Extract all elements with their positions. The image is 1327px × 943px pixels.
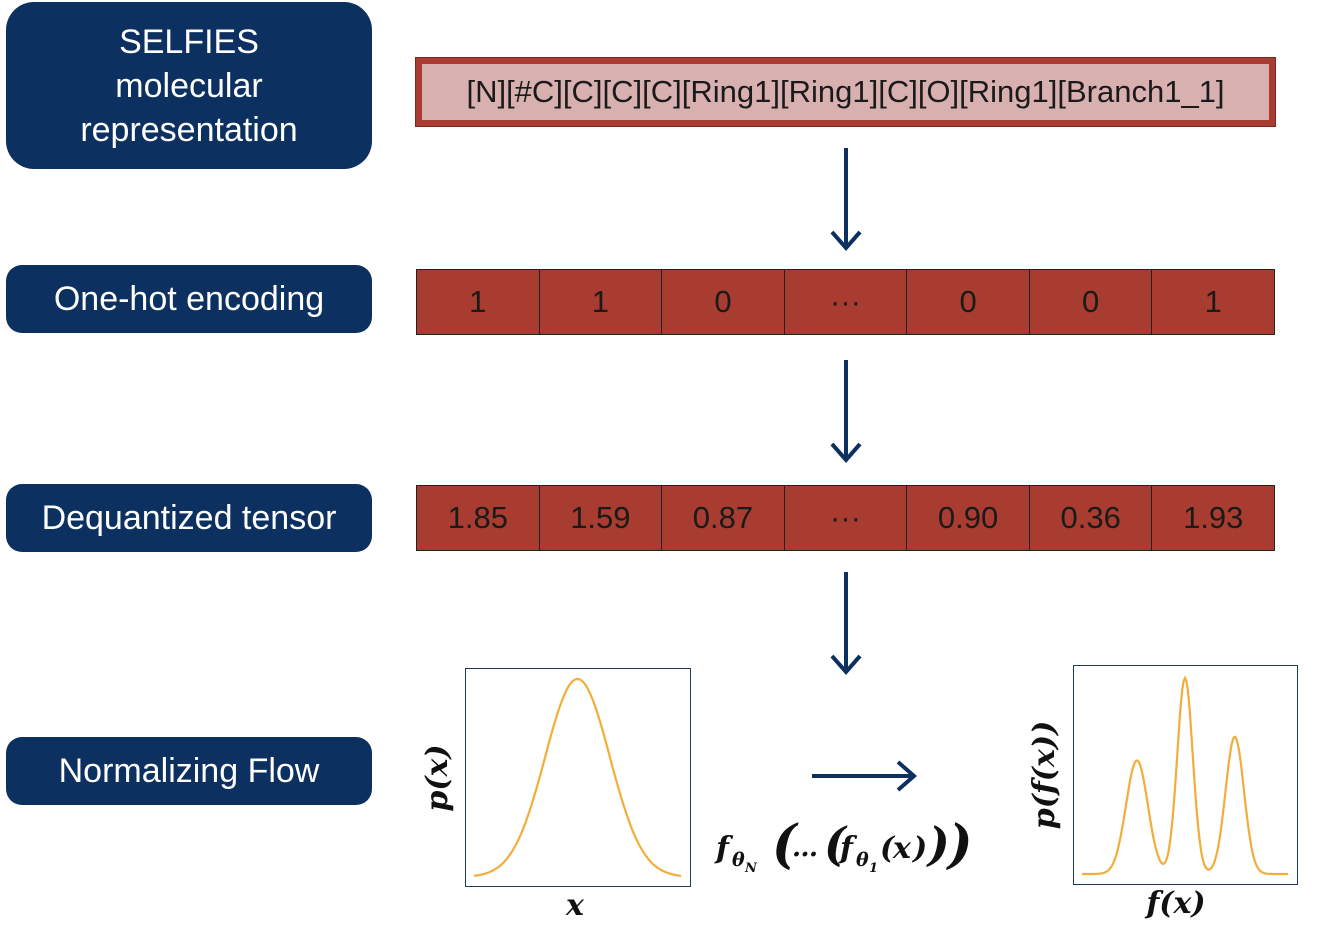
dequantized-cell: 0.87 (662, 486, 785, 550)
onehot-cell: ··· (785, 270, 908, 334)
selfies-label-line-3: representation (80, 110, 298, 149)
dequantized-row: 1.85 1.59 0.87 ··· 0.90 0.36 1.93 (416, 485, 1275, 551)
svg-text:f: f (838, 831, 858, 866)
svg-text:N: N (744, 861, 758, 876)
selfies-label-line-1: SELFIES (119, 22, 259, 61)
onehot-cell: 1 (417, 270, 540, 334)
selfies-label-line-2: molecular (115, 66, 263, 105)
dequantized-cell: 1.93 (1183, 500, 1244, 535)
dequantized-label: Dequantized tensor (41, 499, 337, 537)
down-arrow-icon (830, 360, 862, 464)
flow-label: Normalizing Flow (58, 752, 320, 790)
dequantized-cell: 1.85 (417, 486, 540, 550)
svg-text:…: … (792, 833, 818, 863)
right-plot-xlabel: f(x) (1146, 886, 1206, 921)
svg-text:): ) (926, 817, 950, 871)
selfies-string-bar: [N][#C][C][C][C][Ring1][Ring1][C][O][Rin… (415, 57, 1276, 127)
right-arrow-icon (812, 760, 918, 792)
gaussian-curve (473, 677, 682, 877)
multimodal-curve (1082, 675, 1288, 876)
svg-text:θ: θ (856, 849, 869, 871)
left-plot-xlabel: x (566, 888, 584, 923)
dequantized-cell: ··· (785, 486, 908, 550)
selfies-label-box: SELFIES molecular representation (6, 2, 372, 169)
dequantized-cell: 0.90 (907, 486, 1030, 550)
onehot-cell: 1 (1204, 284, 1222, 319)
svg-text:(: ( (880, 831, 896, 866)
right-plot-ylabel: p(f(x)) (1027, 720, 1062, 830)
down-arrow-icon (830, 572, 862, 676)
flow-formula: f θ N ( … ( f θ 1 ( x ) ) ) (714, 810, 1006, 892)
svg-text:x: x (892, 831, 912, 866)
onehot-row: 1 1 0 ··· 0 0 1 (416, 269, 1275, 335)
flow-label-box: Normalizing Flow (6, 737, 372, 805)
dequantized-cell: 1.59 (540, 486, 663, 550)
dequantized-label-box: Dequantized tensor (6, 484, 372, 552)
onehot-cell: 0 (907, 270, 1030, 334)
svg-text:): ) (946, 814, 973, 875)
left-plot-ylabel: p(x) (420, 744, 455, 812)
down-arrow-icon (830, 148, 862, 252)
dequantized-cell: 0.36 (1030, 486, 1153, 550)
onehot-label: One-hot encoding (53, 280, 325, 318)
svg-text:(: ( (824, 817, 848, 871)
onehot-cell: 0 (1030, 270, 1153, 334)
svg-text:1: 1 (869, 861, 878, 876)
svg-text:θ: θ (732, 849, 745, 871)
svg-text:f: f (714, 831, 734, 866)
svg-text:): ) (911, 831, 927, 866)
onehot-cell: 1 (540, 270, 663, 334)
selfies-string: [N][#C][C][C][C][Ring1][Ring1][C][O][Rin… (466, 74, 1225, 109)
onehot-cell: 0 (662, 270, 785, 334)
svg-text:(: ( (772, 814, 799, 875)
multimodal-plot (1073, 665, 1298, 885)
gaussian-plot (465, 668, 691, 887)
onehot-label-box: One-hot encoding (6, 265, 372, 333)
